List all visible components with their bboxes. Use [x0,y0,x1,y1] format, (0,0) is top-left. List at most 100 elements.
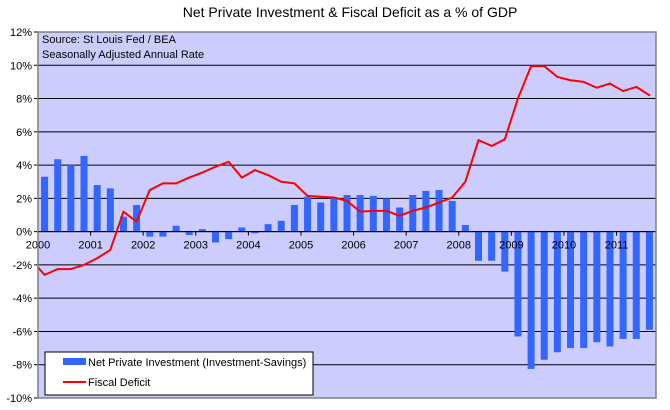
bar [67,165,75,232]
y-tick-label: -2% [12,260,32,272]
line-point [477,139,480,142]
bar [41,176,49,232]
line-point [332,196,335,199]
bar [264,224,272,232]
x-tick-label: 2008 [447,240,471,252]
y-tick-label: 4% [16,160,32,172]
bar [474,231,482,261]
chart-title: Net Private Investment & Fiscal Deficit … [183,4,518,20]
line-point [188,176,191,179]
bar [580,231,588,349]
line-point [635,86,638,88]
y-tick-label: -10% [6,393,32,405]
bar [330,197,338,232]
line-point [240,176,243,179]
line-point [214,165,217,168]
bar [356,195,364,232]
bar [632,231,640,339]
line-point [451,196,454,199]
y-tick-label: -6% [12,326,32,338]
source-note: Source: St Louis Fed / BEA [42,34,177,46]
line-point [280,180,283,183]
bar [369,195,377,232]
line-point [503,138,506,141]
y-axis: 12% 10% 8% 6% 4% 2% 0% -2% -4% -6% -8% -10% [6,27,39,405]
line-point [122,210,125,213]
bar [80,155,88,232]
bar [619,231,627,339]
line-point [359,210,362,213]
legend-label-deficit: Fiscal Deficit [88,377,150,389]
bar [396,207,404,232]
line-point [372,209,375,212]
x-tick-label: 2003 [184,240,208,252]
line-point [622,90,625,92]
line-point [411,209,414,212]
bar [172,225,180,232]
bar [54,159,62,232]
line-point [267,174,270,176]
y-tick-label: -8% [12,360,32,372]
bar [119,216,127,232]
bar [212,231,220,243]
y-tick-label: 6% [16,127,32,139]
line-point [293,182,296,185]
line-point [56,268,59,270]
line-point [543,65,546,67]
bar [93,185,101,232]
legend: Net Private Investment (Investment-Savin… [44,351,314,396]
bar [146,231,154,237]
legend-label-investment: Net Private Investment (Investment-Savin… [88,357,306,369]
bar [343,195,351,232]
bar [238,227,246,232]
legend-box [44,351,314,396]
x-tick-label: 2002 [131,240,155,252]
line-point [648,94,651,97]
x-tick-label: 2005 [289,240,313,252]
bar [540,231,548,360]
plot-border [37,31,657,399]
bar [290,205,298,232]
line-point [609,82,611,85]
x-axis: 2000 2001 2002 2003 2004 2005 2006 2007 2008 2009… [26,231,656,252]
line-point [398,214,401,217]
y-tick-label: 2% [16,193,32,205]
x-tick-label: 2006 [341,240,365,252]
line-point [109,249,112,251]
line-point [530,65,532,67]
y-tick-label: 0% [16,227,32,239]
line-point [490,145,493,147]
line-point [464,180,467,183]
line-point [582,81,585,83]
bar [198,229,206,232]
line-point [162,182,164,185]
line-point [201,171,204,174]
y-tick-label: 10% [10,60,32,72]
bar [448,200,456,232]
bar [435,190,443,232]
bar [488,231,496,261]
x-tick-label: 2011 [605,240,629,252]
line-point [556,76,559,78]
fiscal-deficit-line [37,65,650,276]
line-point [227,160,230,163]
bar [106,188,114,232]
line-series [37,65,651,276]
line-point [254,169,256,171]
bar [501,231,509,272]
line-point [319,195,322,198]
line-point [595,86,598,89]
legend-bar-swatch [63,358,86,365]
y-tick-label: -4% [12,293,32,305]
y-tick-label: 8% [16,94,32,106]
line-point [83,264,85,266]
bar [277,220,285,232]
bar [304,196,312,232]
line-point [148,189,151,191]
line-point [517,97,519,100]
x-tick-label: 2004 [236,240,260,252]
bar [382,198,390,232]
x-tick-label: 2010 [552,240,576,252]
line-point [175,182,177,185]
